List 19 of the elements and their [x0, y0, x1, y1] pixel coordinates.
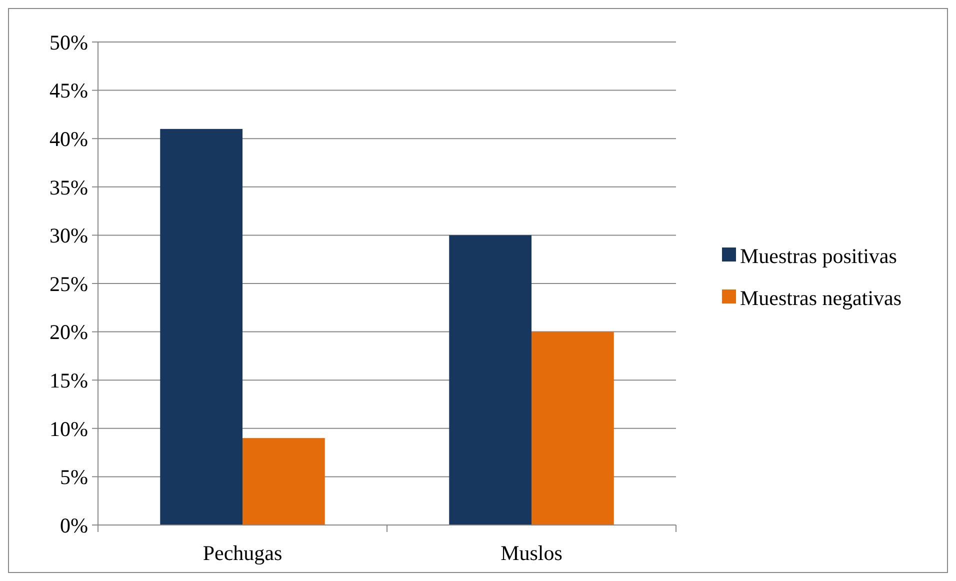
y-tick-label: 30%: [50, 224, 88, 248]
legend-label: Muestras negativas: [740, 286, 902, 310]
legend-label: Muestras positivas: [740, 244, 897, 268]
bar: [449, 235, 532, 525]
y-tick-label: 20%: [50, 320, 88, 344]
y-tick-label: 10%: [50, 416, 88, 441]
bar: [242, 438, 325, 525]
bar: [532, 332, 614, 525]
y-tick-label: 40%: [50, 126, 88, 151]
y-tick-label: 50%: [50, 30, 88, 54]
y-tick-label: 15%: [50, 368, 88, 392]
y-tick-label: 35%: [50, 175, 88, 200]
y-tick-label: 45%: [50, 78, 88, 103]
y-tick-label: 5%: [60, 465, 88, 490]
y-tick-label: 25%: [50, 272, 88, 296]
y-tick-label: 0%: [60, 513, 88, 538]
x-tick-label: Muslos: [500, 541, 562, 565]
x-tick-label: Pechugas: [202, 541, 282, 565]
bar: [160, 128, 242, 525]
